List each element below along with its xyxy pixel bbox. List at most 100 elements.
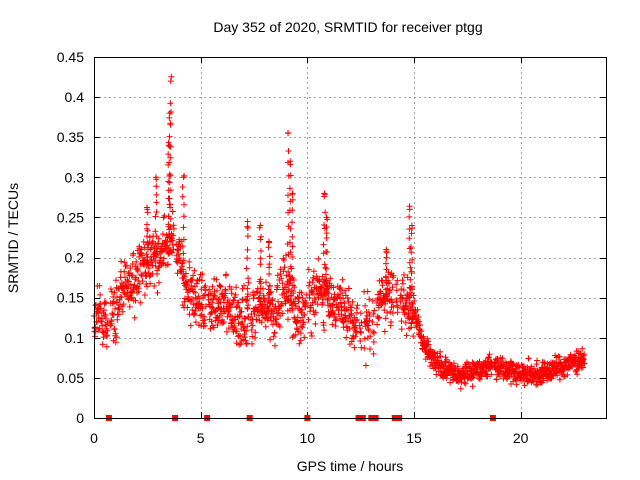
data-point [103, 333, 110, 340]
data-point [401, 271, 407, 278]
data-point [513, 381, 520, 388]
data-point [99, 341, 106, 348]
data-point [123, 262, 130, 269]
data-point [287, 249, 294, 256]
data-point [152, 174, 159, 181]
data-point [462, 380, 469, 387]
data-point [107, 286, 114, 292]
data-point [182, 270, 189, 277]
data-point [201, 292, 208, 298]
data-point [275, 298, 282, 305]
data-point [174, 270, 181, 277]
data-point [280, 255, 287, 262]
data-point [199, 305, 206, 312]
data-point [521, 382, 528, 389]
data-point [408, 244, 414, 250]
data-point [303, 299, 309, 306]
data-point [243, 328, 250, 334]
data-point [534, 357, 541, 364]
data-point [165, 221, 172, 228]
data-point [289, 275, 296, 281]
data-point [286, 279, 293, 286]
data-point [382, 315, 389, 322]
data-point [165, 151, 172, 158]
data-point [219, 320, 226, 327]
data-point [217, 283, 224, 290]
data-point [258, 319, 265, 326]
data-point [228, 290, 235, 297]
data-point [265, 295, 272, 302]
data-point [545, 364, 552, 371]
data-point [406, 293, 413, 300]
data-point [408, 268, 415, 275]
data-point [208, 309, 215, 316]
data-point [198, 301, 205, 308]
data-point [344, 295, 351, 301]
data-point [367, 333, 374, 340]
data-point [289, 190, 296, 197]
data-point [408, 230, 415, 237]
data-point [272, 342, 278, 349]
y-tick-label: 0.05 [57, 370, 84, 386]
data-point [279, 280, 286, 287]
data-point [289, 207, 296, 214]
data-point [184, 304, 191, 311]
data-point [418, 328, 425, 335]
data-point [310, 268, 317, 275]
data-point [382, 273, 389, 280]
data-point [320, 241, 327, 248]
data-point [408, 249, 415, 256]
data-point [306, 282, 312, 289]
data-point [267, 288, 274, 295]
data-point [370, 328, 376, 335]
data-point [153, 191, 160, 198]
data-point [315, 255, 322, 262]
data-point [136, 254, 143, 260]
data-point [323, 277, 330, 284]
data-point [366, 296, 373, 303]
data-point [257, 222, 264, 229]
data-point [235, 299, 242, 306]
data-point [189, 296, 195, 302]
data-point [165, 161, 172, 168]
data-point [138, 271, 145, 278]
data-point [201, 317, 208, 324]
data-point [321, 261, 328, 268]
data-point [257, 276, 264, 283]
data-point [393, 281, 400, 288]
data-point [294, 318, 300, 325]
data-point [266, 282, 273, 289]
data-point [242, 337, 249, 344]
data-point [285, 130, 292, 137]
data-point [143, 251, 150, 258]
data-point [213, 276, 220, 283]
data-point [364, 288, 371, 295]
data-point [121, 259, 128, 266]
data-point [321, 190, 328, 197]
data-point [556, 353, 563, 360]
data-point [111, 325, 118, 332]
y-tick-label: 0.1 [65, 330, 85, 346]
data-point [220, 319, 227, 325]
data-point [139, 252, 146, 259]
data-point [243, 340, 250, 347]
data-point [167, 100, 174, 107]
data-point [343, 334, 350, 341]
data-point [174, 246, 181, 253]
data-point [179, 243, 186, 250]
data-point [318, 284, 325, 290]
data-point [165, 187, 172, 194]
data-point [300, 319, 307, 326]
data-point [354, 316, 361, 323]
data-point [179, 184, 186, 190]
data-point [287, 225, 294, 232]
data-point [287, 293, 294, 299]
data-point [409, 256, 416, 263]
data-point [266, 271, 273, 277]
data-point [189, 307, 196, 313]
data-point [244, 293, 251, 300]
data-point [243, 265, 250, 272]
data-point [245, 302, 252, 309]
data-point [493, 376, 500, 383]
